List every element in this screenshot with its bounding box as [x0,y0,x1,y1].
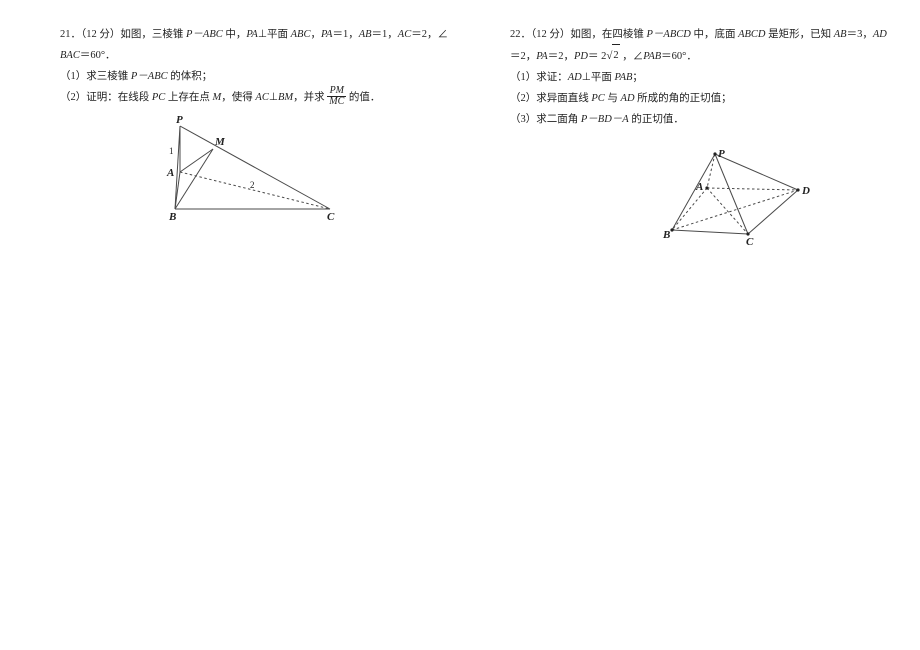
svg-text:B: B [168,211,176,223]
p21-sub2: （2）证明：在线段 PC 上存在点 M，使得 AC⊥BM，并求 PMMC 的值． [60,87,430,108]
p22-sub3: （3）求二面角 P－BD－A 的正切值． [510,109,880,130]
points: （12 分） [531,29,570,40]
svg-text:P: P [176,114,183,126]
svg-text:M: M [214,136,226,148]
qnum: 21． [60,29,81,40]
p21-line1: 21．（12 分）如图，三棱锥 P－ABC 中，PA⊥平面 ABC，PA＝1，A… [60,24,430,45]
sqrt2: 2 [606,45,619,67]
svg-text:D: D [801,185,810,197]
p21-line2: BAC＝60°． [60,45,430,66]
tetrahedron-pabc-svg: P A B C M 1 2 [145,114,345,224]
problem-22: 22．（12 分）如图，在四棱锥 P－ABCD 中，底面 ABCD 是矩形，已知… [510,24,880,256]
svg-text:2: 2 [250,180,255,190]
p22-sub1: （1）求证：AD⊥平面 PAB； [510,67,880,88]
svg-text:B: B [662,229,670,241]
p22-sub2: （2）求异面直线 PC 与 AD 所成的角的正切值； [510,88,880,109]
problem-21: 21．（12 分）如图，三棱锥 P－ABC 中，PA⊥平面 ABC，PA＝1，A… [60,24,430,256]
qnum: 22． [510,29,531,40]
p21-sub1: （1）求三棱锥 P－ABC 的体积； [60,66,430,87]
figure-21: P A B C M 1 2 [60,114,430,232]
fraction-pm-mc: PMMC [327,86,346,107]
svg-text:A: A [166,167,174,179]
svg-text:A: A [695,181,703,193]
points: （12 分） [81,29,120,40]
figure-22: P A B C D [510,148,880,256]
p22-line2: ＝2，PA＝2，PD＝ 22 ，∠PAB＝60°． [510,45,880,67]
p22-line1: 22．（12 分）如图，在四棱锥 P－ABCD 中，底面 ABCD 是矩形，已知… [510,24,880,45]
svg-text:C: C [746,236,754,248]
svg-text:1: 1 [169,146,174,156]
svg-text:C: C [327,211,335,223]
pyramid-pabcd-svg: P A B C D [660,148,810,248]
svg-text:P: P [718,148,725,160]
